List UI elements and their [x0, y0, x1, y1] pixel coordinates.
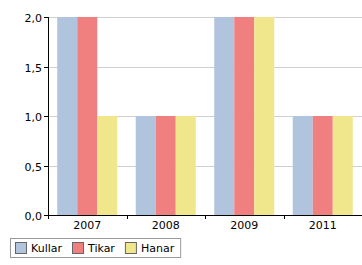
tick-label: 1,5	[25, 62, 43, 75]
bars	[57, 17, 353, 215]
category-label: 2009	[230, 219, 258, 232]
x-tick	[127, 215, 128, 219]
bar	[77, 17, 97, 215]
legend: Kullar Tikar Hanar	[11, 239, 181, 258]
tick-mark	[44, 17, 48, 18]
tick-mark	[44, 116, 48, 117]
bar	[97, 116, 117, 215]
x-tick	[284, 215, 285, 219]
tick-mark	[44, 67, 48, 68]
legend-label: Kullar	[31, 242, 62, 255]
bar	[333, 116, 353, 215]
bar	[156, 116, 176, 215]
bar	[293, 116, 313, 215]
tick-label: 0,0	[25, 210, 43, 223]
legend-swatch	[125, 243, 136, 254]
bar	[214, 17, 234, 215]
y-axis	[48, 17, 49, 215]
legend-swatch	[16, 243, 27, 254]
x-tick	[205, 215, 206, 219]
legend-box	[11, 239, 181, 258]
category-label: 2008	[152, 219, 180, 232]
category-label: 2011	[309, 219, 337, 232]
tick-mark	[44, 215, 48, 216]
tick-mark	[44, 166, 48, 167]
tick-label: 1,0	[25, 111, 43, 124]
chart: 0,0 0,5 1,0 1,5 2,0 2007 2008 2009 2011 Kullar Tik…	[0, 0, 362, 265]
bar	[57, 17, 77, 215]
legend-label: Tikar	[87, 242, 115, 255]
tick-label: 2,0	[25, 12, 43, 25]
tick-label: 0,5	[25, 161, 43, 174]
bar	[234, 17, 254, 215]
x-tick	[48, 215, 49, 219]
bar	[136, 116, 156, 215]
legend-swatch	[73, 243, 84, 254]
bar	[254, 17, 274, 215]
bar	[176, 116, 196, 215]
legend-label: Hanar	[141, 242, 175, 255]
bar	[313, 116, 333, 215]
category-label: 2007	[73, 219, 101, 232]
